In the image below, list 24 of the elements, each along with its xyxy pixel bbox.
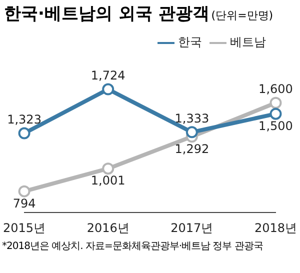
x-tick-label: 2016년 xyxy=(86,220,130,235)
data-label: 1,333 xyxy=(174,111,210,126)
chart-title: 한국·베트남의 외국 관광객 xyxy=(4,4,210,24)
point xyxy=(270,96,282,109)
data-label: 1,292 xyxy=(174,142,210,156)
data-label: 1,724 xyxy=(90,68,126,82)
data-label: 1,001 xyxy=(90,174,126,188)
x-tick-label: 2018년 xyxy=(254,220,298,235)
point xyxy=(102,162,114,175)
legend-label: 한국 xyxy=(178,35,202,50)
chart-subtitle: (단위=만명) xyxy=(211,9,274,22)
point xyxy=(102,83,114,96)
point xyxy=(270,108,282,120)
data-label: 1,600 xyxy=(258,82,293,96)
x-tick-label: 2015년 xyxy=(2,220,46,235)
data-label: 1,500 xyxy=(258,118,293,133)
x-tick-label: 2017년 xyxy=(170,220,214,235)
legend-label: 베트남 xyxy=(230,35,266,50)
point xyxy=(186,126,198,138)
data-label: 794 xyxy=(12,196,36,210)
data-label: 1,323 xyxy=(7,112,42,126)
point xyxy=(18,185,30,198)
text: *2018년은 예상치. 자료=문화체육관광부·베트남 정부 관광국 xyxy=(1,240,264,253)
point xyxy=(18,127,30,140)
